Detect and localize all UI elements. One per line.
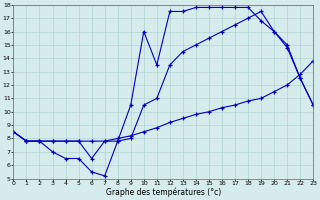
X-axis label: Graphe des températures (°c): Graphe des températures (°c) — [106, 188, 221, 197]
